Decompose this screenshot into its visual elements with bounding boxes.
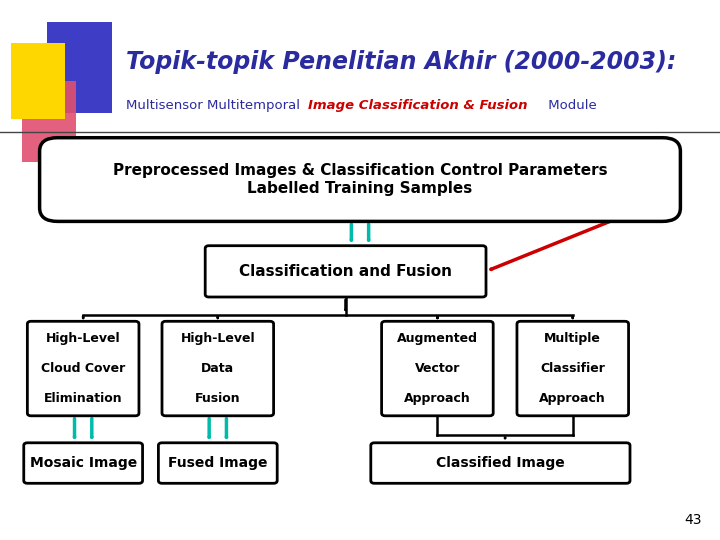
Text: 43: 43 <box>685 512 702 526</box>
Text: Module: Module <box>544 99 596 112</box>
Text: Mosaic Image: Mosaic Image <box>30 456 137 470</box>
Polygon shape <box>22 81 76 162</box>
FancyBboxPatch shape <box>162 321 274 416</box>
Polygon shape <box>11 43 65 119</box>
FancyBboxPatch shape <box>40 138 680 221</box>
FancyBboxPatch shape <box>371 443 630 483</box>
FancyBboxPatch shape <box>382 321 493 416</box>
Text: Classified Image: Classified Image <box>436 456 564 470</box>
Text: High-Level

Cloud Cover

Elimination: High-Level Cloud Cover Elimination <box>41 332 125 405</box>
FancyBboxPatch shape <box>205 246 486 297</box>
FancyBboxPatch shape <box>158 443 277 483</box>
Polygon shape <box>47 22 112 113</box>
Text: Image Classification & Fusion: Image Classification & Fusion <box>308 99 528 112</box>
Text: Multiple

Classifier

Approach: Multiple Classifier Approach <box>539 332 606 405</box>
Text: Topik-topik Penelitian Akhir (2000-2003):: Topik-topik Penelitian Akhir (2000-2003)… <box>126 50 676 74</box>
FancyBboxPatch shape <box>517 321 629 416</box>
Text: Multisensor Multitemporal: Multisensor Multitemporal <box>126 99 305 112</box>
Text: Fused Image: Fused Image <box>168 456 268 470</box>
Text: Classification and Fusion: Classification and Fusion <box>239 264 452 279</box>
FancyBboxPatch shape <box>24 443 143 483</box>
Text: High-Level

Data

Fusion: High-Level Data Fusion <box>181 332 255 405</box>
Text: Preprocessed Images & Classification Control Parameters
Labelled Training Sample: Preprocessed Images & Classification Con… <box>113 163 607 195</box>
Text: Augmented

Vector

Approach: Augmented Vector Approach <box>397 332 478 405</box>
FancyBboxPatch shape <box>27 321 139 416</box>
